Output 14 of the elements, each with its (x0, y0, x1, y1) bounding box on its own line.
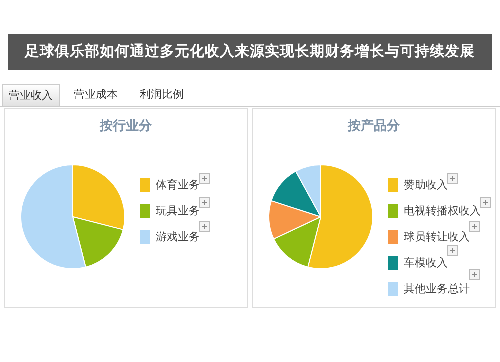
chart-title: 按行业分 (99, 118, 153, 134)
legend-label: 球员转让收入 (404, 230, 470, 244)
legend-label: 车模收入 (404, 256, 448, 270)
legend-label: 其他业务总计 (404, 282, 470, 296)
legend-label: 游戏业务 (156, 230, 200, 244)
legend-label: 电视转播权收入 (404, 204, 481, 218)
legend-label: 玩具业务 (156, 204, 200, 218)
text: 按产品分 (347, 118, 401, 134)
legend-label: 赞助收入 (404, 178, 448, 192)
legend-label: 体育业务 (156, 178, 200, 192)
text: 足球俱乐部如何通过多元化收入来源实现长期财务增长与可持续发展 (8, 34, 492, 70)
text: 营业收入 (2, 84, 60, 106)
text: 营业成本 (73, 87, 119, 103)
text: 利润比例 (139, 87, 185, 103)
